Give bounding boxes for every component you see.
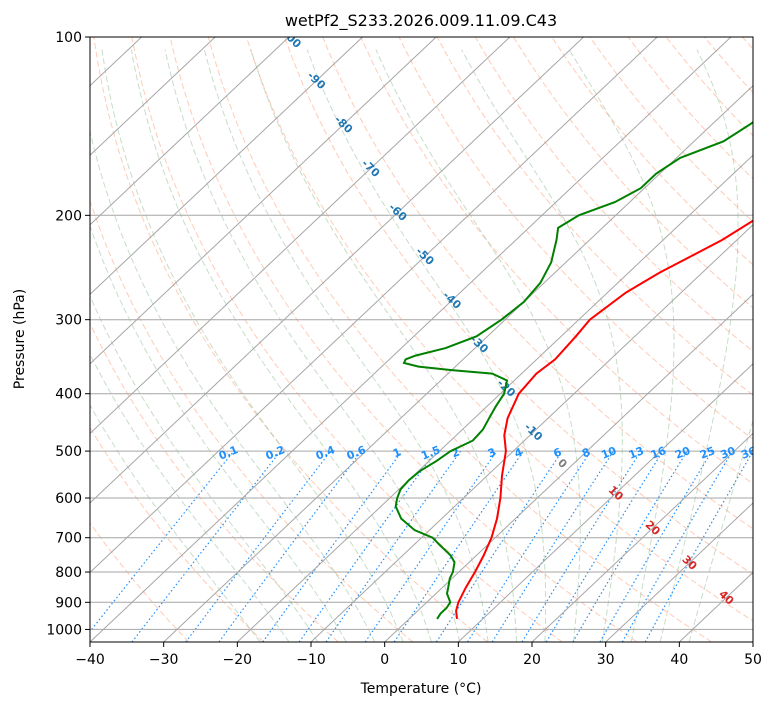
mixing-ratio-line	[466, 450, 592, 642]
mixing-ratio-label: 16	[649, 444, 668, 462]
isotherm	[605, 502, 753, 642]
isotherm	[457, 363, 753, 642]
mixing-ratio-line	[218, 450, 362, 642]
moist-adiabat	[250, 49, 517, 642]
moist-adiabat	[568, 49, 675, 642]
moist-adiabat	[164, 49, 461, 642]
x-tick-label: −10	[296, 652, 326, 668]
dry-adiabat	[131, 37, 563, 642]
y-tick-label: 800	[55, 565, 82, 581]
moist-adiabat	[130, 49, 432, 642]
mixing-ratio-line	[298, 450, 437, 642]
x-tick-label: 10	[449, 652, 467, 668]
moist-adiabat	[306, 49, 547, 642]
dry-adiabat	[90, 522, 190, 642]
x-tick-label: 20	[523, 652, 541, 668]
y-tick-label: 300	[55, 313, 82, 329]
background-lines	[90, 37, 753, 642]
dry-adiabat	[474, 37, 753, 352]
plot-frame	[89, 36, 754, 643]
dry-adiabat	[245, 37, 753, 622]
mixing-ratio-label: 3	[486, 445, 498, 460]
x-axis-title: Temperature (°C)	[360, 681, 482, 697]
y-tick-label: 400	[55, 387, 82, 403]
y-tick-label: 700	[55, 531, 82, 547]
mixing-ratio-label: 13	[627, 444, 646, 462]
isotherm	[90, 37, 658, 574]
moist-adiabat	[375, 49, 581, 642]
mixing-ratio-label: 20	[673, 444, 692, 462]
isotherm	[310, 224, 753, 642]
moist-adiabat	[101, 49, 404, 642]
moist-adiabat	[659, 49, 739, 642]
y-tick-label: 500	[55, 444, 82, 460]
y-tick-label: 200	[55, 208, 82, 224]
mixing-ratio-label: 30	[718, 444, 737, 462]
isotherm	[90, 37, 511, 435]
moist-adiabat	[90, 129, 376, 642]
mixing-ratio-label: 8	[580, 445, 592, 460]
isotherm	[90, 37, 732, 642]
chart-title: wetPf2_S233.2026.009.11.09.C43	[285, 11, 557, 31]
mixing-ratio-label: 2	[450, 445, 462, 460]
mixing-ratio-line	[185, 450, 332, 642]
y-axis: 100 200 300 400 500 600 700 800 900 1000	[46, 30, 90, 638]
isotherm	[90, 37, 437, 365]
isotherm	[90, 37, 363, 296]
isotherm	[90, 37, 290, 226]
isotherm	[236, 154, 753, 642]
mixing-ratio-line	[435, 450, 563, 642]
x-tick-label: 50	[744, 652, 762, 668]
isotherm	[163, 85, 753, 642]
y-tick-label: 100	[55, 30, 82, 46]
mixing-ratio-line	[545, 450, 664, 642]
x-tick-label: −20	[223, 652, 253, 668]
mixing-ratio-label: 10	[599, 444, 618, 462]
moist-adiabat	[90, 353, 290, 642]
dewpoint-profile-line	[394, 120, 753, 620]
x-tick-label: 0	[380, 652, 389, 668]
dry-adiabat	[284, 37, 753, 576]
mixing-ratio-label: 36	[739, 444, 758, 462]
mixing-ratio-line	[90, 450, 235, 633]
mixing-ratio-label: 1	[391, 445, 403, 460]
temperature-profile-line	[455, 219, 753, 620]
isotherm	[531, 432, 753, 642]
isotherm	[90, 37, 584, 504]
x-tick-label: −30	[149, 652, 179, 668]
x-tick-label: −40	[75, 652, 105, 668]
y-axis-title: Pressure (hPa)	[12, 289, 28, 389]
mixing-ratio-line	[364, 450, 498, 642]
mixing-ratio-line	[325, 450, 462, 642]
dry-adiabat	[90, 426, 264, 642]
y-tick-label: 1000	[46, 622, 82, 638]
x-tick-label: 40	[670, 652, 688, 668]
x-tick-label: 30	[597, 652, 615, 668]
dry-adiabat	[398, 37, 753, 440]
isotherm	[384, 293, 753, 642]
mixing-ratio-label: 25	[698, 444, 717, 462]
dry-adiabat	[436, 37, 753, 396]
y-tick-label: 900	[55, 595, 82, 611]
profile-series	[394, 120, 753, 620]
dry-adiabat	[93, 37, 488, 642]
x-axis: −40 −30 −20 −10 0 10 20 30 40 50	[75, 642, 762, 668]
moist-adiabat	[90, 224, 347, 642]
y-tick-label: 600	[55, 491, 82, 507]
isotherm	[90, 37, 216, 156]
mixing-ratio-line	[262, 450, 403, 642]
moist-adiabat	[90, 404, 261, 642]
